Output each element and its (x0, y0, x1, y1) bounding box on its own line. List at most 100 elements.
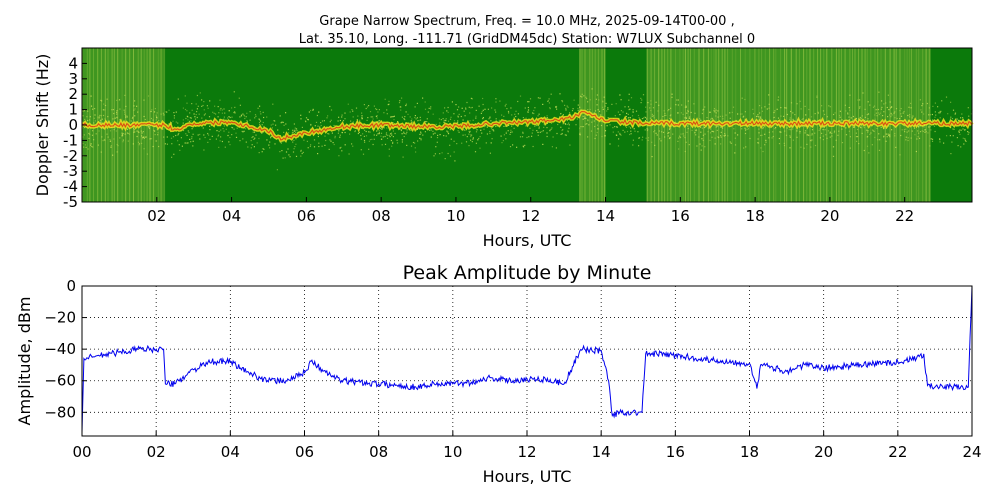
spectrogram-speckle (82, 142, 84, 145)
spectrogram-speckle (784, 107, 786, 109)
spectrogram-speckle (465, 108, 467, 110)
spectrogram-speckle (538, 127, 540, 129)
spectrogram-speckle (102, 109, 104, 111)
spectrogram-speckle (849, 147, 851, 149)
spectrogram-speckle (638, 145, 640, 147)
spectrogram-speckle (156, 112, 158, 114)
spectrogram-speckle (752, 108, 754, 110)
spectrogram-speckle (392, 142, 394, 144)
spectrogram-speckle (403, 135, 405, 138)
spectrogram-speckle (907, 139, 909, 142)
spectrogram-speckle (182, 107, 184, 109)
spectrogram-speckle (744, 132, 747, 135)
spectrogram-speckle (132, 121, 134, 123)
spectrogram-speckle (400, 130, 402, 132)
spectrogram-speckle (100, 151, 102, 153)
spectrogram-speckle (640, 102, 642, 104)
spectrogram-speckle (587, 120, 589, 122)
spectrogram-speckle (125, 115, 127, 117)
spectrogram-speckle (616, 134, 618, 136)
spectrogram-speckle (133, 109, 135, 111)
spectrogram-speckle (384, 98, 386, 100)
spectrogram-speckle (101, 118, 103, 120)
spectrogram-speckle (549, 128, 551, 131)
spectrogram-speckle (177, 133, 179, 135)
spectrogram-speckle (567, 131, 569, 133)
spectrogram-speckle (138, 143, 141, 145)
spectrogram-speckle (405, 133, 407, 135)
spectrogram-speckle (929, 145, 931, 147)
spectrogram-speckle (457, 130, 459, 132)
amplitude-x-tick-label: 14 (592, 443, 611, 461)
spectrogram-speckle (501, 142, 503, 144)
spectrogram-speckle (201, 105, 203, 107)
spectrogram-speckle (852, 115, 854, 118)
spectrogram-speckle (596, 104, 598, 106)
spectrogram-speckle (783, 115, 785, 117)
spectrogram-speckle (359, 119, 361, 121)
spectrogram-speckle (799, 100, 801, 102)
spectrogram-speckle (177, 122, 179, 124)
spectrogram-speckle (381, 144, 383, 146)
spectrum-x-label: Hours, UTC (483, 231, 572, 250)
spectrogram-speckle (571, 114, 573, 116)
spectrogram-speckle (209, 129, 211, 131)
spectrogram-speckle (757, 114, 759, 116)
spectrogram-speckle (823, 113, 826, 116)
spectrogram-speckle (960, 117, 962, 119)
spectrogram-speckle (874, 136, 876, 138)
spectrogram-speckle (712, 131, 715, 133)
amplitude-x-tick-label: 18 (740, 443, 759, 461)
spectrogram-speckle (817, 112, 819, 114)
spectrogram-speckle (137, 111, 139, 113)
spectrogram-speckle (572, 108, 574, 110)
spectrogram-speckle (317, 135, 319, 138)
spectrogram-speckle (917, 130, 919, 132)
spectrogram-speckle (219, 140, 221, 142)
spectrogram-speckle (254, 137, 256, 139)
spectrogram-speckle (539, 131, 541, 133)
spectrogram-speckle (629, 117, 631, 119)
spectrogram-speckle (162, 128, 164, 130)
spectrogram-speckle (905, 136, 907, 138)
spectrogram-speckle (857, 99, 859, 101)
spectrogram-speckle (937, 106, 939, 108)
spectrogram-speckle (373, 138, 375, 140)
spectrogram-speckle (616, 126, 618, 128)
spectrogram-speckle (780, 107, 782, 109)
spectrogram-speckle (436, 137, 439, 139)
spectrogram-speckle (190, 117, 192, 119)
spectrogram-speckle (912, 115, 914, 117)
spectrogram-speckle (646, 118, 648, 120)
spectrogram-speckle (94, 120, 96, 122)
spectrogram-speckle (845, 134, 848, 136)
spectrogram-speckle (184, 108, 187, 111)
spectrogram-speckle (386, 137, 389, 139)
spectrogram-speckle (588, 124, 590, 126)
spectrogram-speckle (249, 111, 251, 113)
spectrogram-speckle (143, 115, 145, 118)
spectrogram-speckle (695, 134, 697, 136)
spectrogram-speckle (811, 133, 813, 135)
spectrogram-speckle (361, 117, 363, 119)
spectrogram-speckle (398, 102, 401, 104)
spectrogram-speckle (743, 115, 745, 117)
spectrogram-speckle (438, 118, 440, 120)
spectrogram-speckle (542, 103, 544, 105)
spectrogram-speckle (859, 99, 861, 101)
spectrogram-speckle (390, 139, 392, 142)
spectrogram-speckle (199, 133, 201, 136)
spectrogram-speckle (449, 144, 451, 146)
spectrogram-speckle (538, 126, 540, 128)
spectrogram-speckle (576, 118, 578, 120)
spectrogram-speckle (775, 127, 777, 129)
spectrogram-speckle (819, 128, 821, 130)
spectrogram-speckle (645, 117, 647, 119)
spectrogram-speckle (900, 113, 902, 115)
spectrogram-speckle (318, 142, 320, 144)
spectrogram-speckle (939, 141, 941, 143)
spectrogram-speckle (816, 96, 818, 98)
spectrogram-speckle (783, 142, 785, 144)
spectrogram-speckle (734, 137, 736, 139)
spectrogram-speckle (334, 135, 336, 137)
